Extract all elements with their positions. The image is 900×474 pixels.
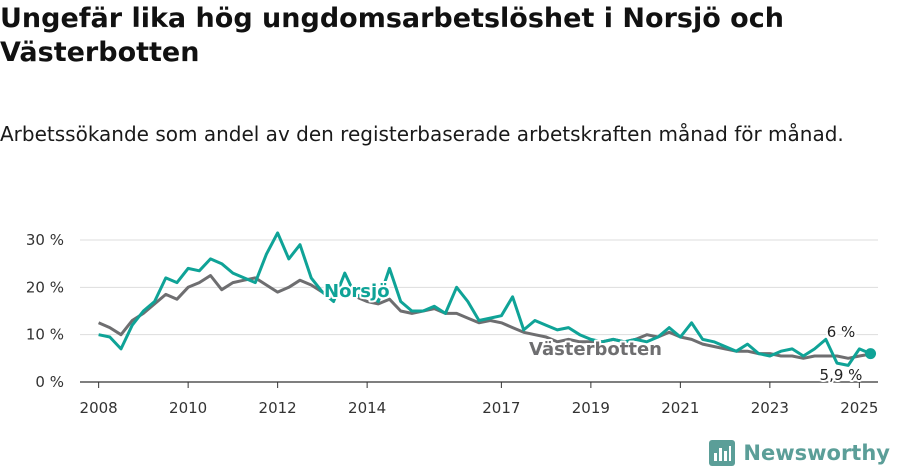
value-label-vasterbotten: 5,9 % [820, 366, 863, 384]
grid-lines [80, 239, 878, 383]
x-tick-label: 2010 [169, 399, 207, 417]
bar-chart-logo-icon [709, 440, 736, 466]
x-tick-label: 2014 [348, 399, 386, 417]
newsworthy-brand: Newsworthy [709, 440, 890, 466]
series-line-norsjö [98, 231, 872, 367]
x-tick-label: 2023 [751, 399, 789, 417]
series-lines [98, 231, 872, 367]
brand-name: Newsworthy [743, 441, 890, 465]
x-tick-label: 2025 [840, 399, 878, 417]
value-label-norsjo: 6 % [827, 323, 856, 341]
x-tick-label: 2017 [482, 399, 520, 417]
series-labels: Norsjö Västerbotten 6 % 5,9 % [322, 279, 877, 386]
last-point-marker [865, 348, 877, 360]
x-axis: 2008 2010 2012 2014 2017 2019 2021 2023 2025 [80, 382, 878, 417]
y-tick-label: 30 % [26, 231, 64, 249]
y-axis: 0 % 10 % 20 % 30 % [26, 231, 64, 391]
x-tick-label: 2021 [661, 399, 699, 417]
x-tick-label: 2008 [80, 399, 118, 417]
x-tick-label: 2012 [259, 399, 297, 417]
series-label-norsjo: Norsjö [324, 281, 390, 302]
y-tick-label: 10 % [26, 326, 64, 344]
y-tick-label: 20 % [26, 278, 64, 296]
series-line-västerbotten [98, 274, 871, 360]
x-tick-label: 2019 [572, 399, 610, 417]
chart-title: Ungefär lika hög ungdomsarbetslöshet i N… [0, 3, 784, 68]
y-tick-label: 0 % [35, 373, 64, 391]
series-label-vasterbotten: Västerbotten [529, 339, 662, 360]
chart-subtitle: Arbetssökande som andel av den registerb… [0, 122, 844, 146]
